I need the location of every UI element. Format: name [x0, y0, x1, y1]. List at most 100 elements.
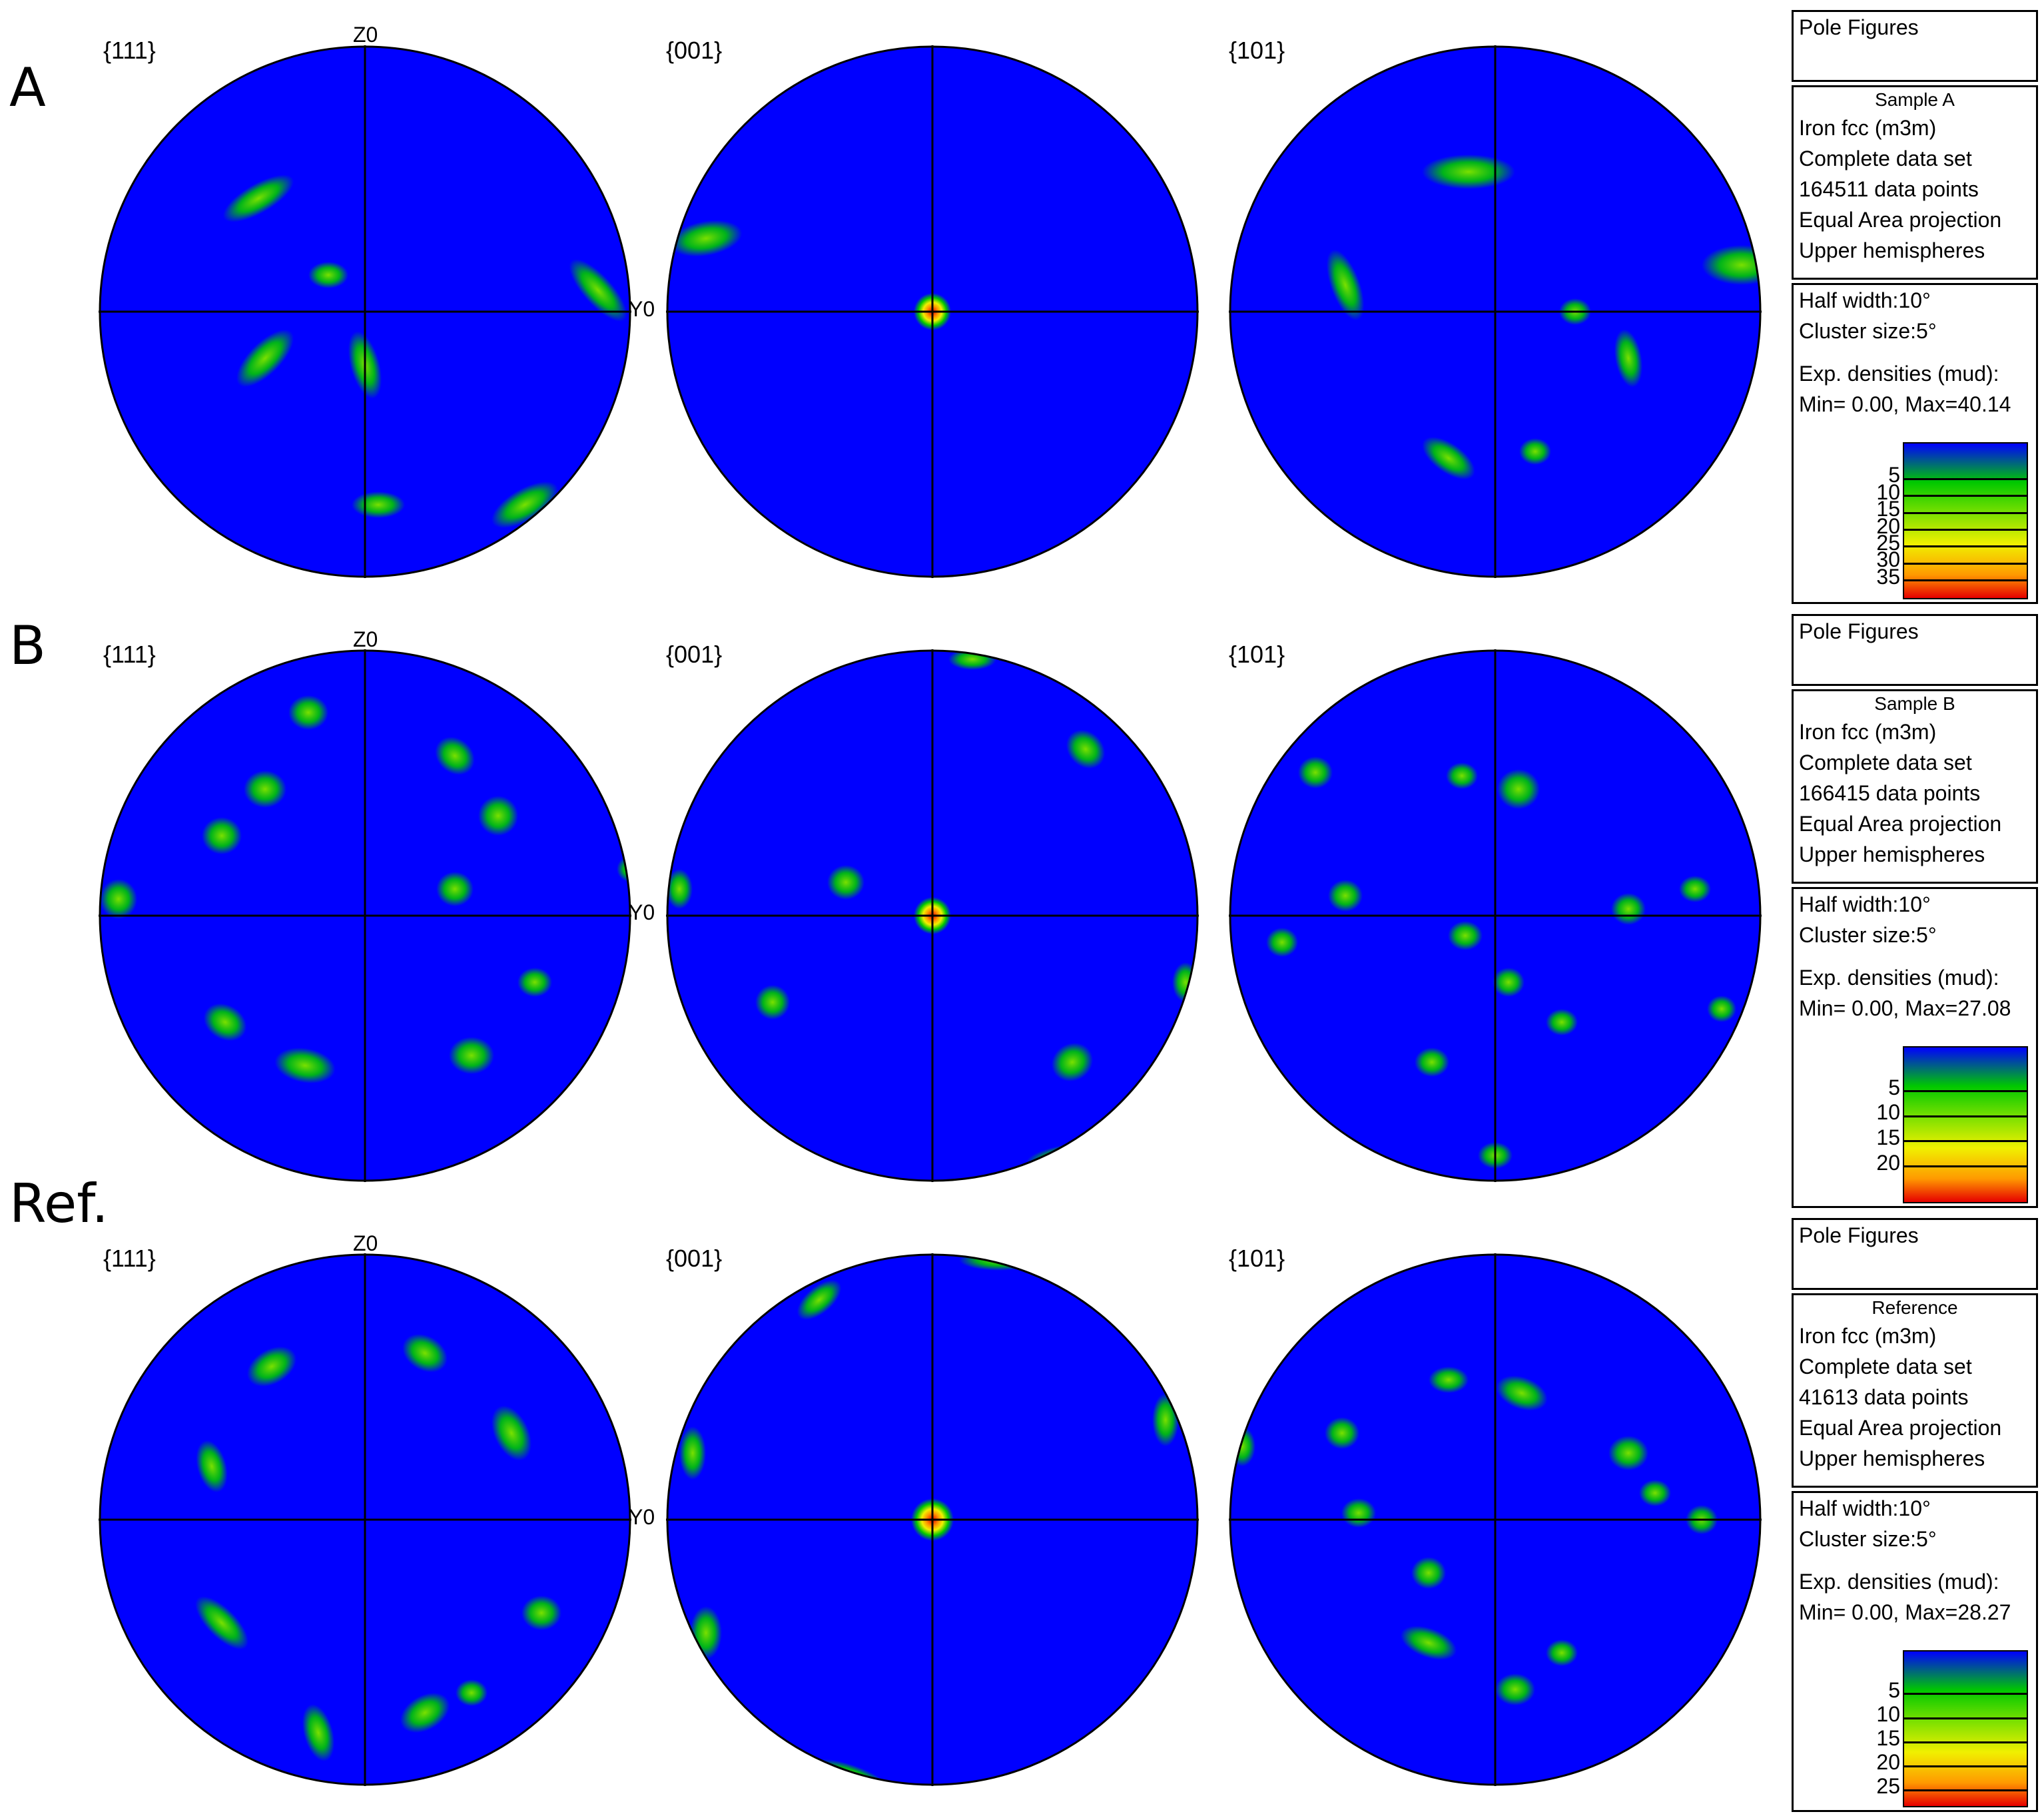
dataset: Complete data set: [1799, 147, 1972, 170]
pole-figure-svg: [99, 649, 631, 1182]
density-spot: [1611, 893, 1646, 925]
color-legend: 5 10 15 20 25 30 35: [1876, 442, 2028, 599]
hemisphere: Upper hemispheres: [1799, 842, 1985, 866]
projection-rim: [1229, 45, 1762, 578]
color-legend: 5 10 15 20 25: [1876, 1650, 2028, 1807]
density-spot: [244, 770, 286, 808]
density-spot: [1326, 249, 1365, 321]
projection: Equal Area projection: [1799, 812, 2002, 836]
legend-tick-line: [1904, 545, 2027, 548]
projection-rim: [1229, 1253, 1762, 1786]
family-label: {101}: [1229, 1245, 1285, 1272]
density-spot: [247, 1346, 296, 1387]
density-spot: [449, 1037, 494, 1074]
pole-figure-svg: [666, 649, 1199, 1182]
pole-figures-title-box: Pole Figures: [1792, 614, 2038, 686]
density-spot: [1328, 880, 1363, 912]
legend-tick-line: [1904, 529, 2027, 531]
dataset: Complete data set: [1799, 751, 1972, 774]
density-spot: [1448, 921, 1483, 950]
density-spot: [491, 1405, 532, 1461]
density-spot: [196, 1440, 228, 1493]
pole-figure-svg: [1229, 45, 1762, 578]
density-spot: [1702, 245, 1760, 285]
densities-label: Exp. densities (mud):: [1799, 362, 1999, 386]
density-spot: [1446, 762, 1478, 789]
axis-y-label: Y0: [629, 297, 655, 321]
min-max: Min= 0.00, Max=28.27: [1799, 1600, 2011, 1624]
density-spot: [492, 481, 558, 528]
data-points: 166415 data points: [1799, 781, 1981, 805]
legend-tick-label: 25: [1876, 530, 1900, 555]
density-spot: [288, 695, 328, 730]
pole-figure-b-001: [666, 649, 1199, 1182]
density-spot: [1608, 1436, 1648, 1470]
density-spot: [1614, 329, 1643, 388]
pole-figure-b-101: [1229, 649, 1762, 1182]
legend-tick-line: [1904, 562, 2027, 565]
density-spot: [1066, 729, 1106, 769]
cluster-size: Cluster size:5°: [1799, 923, 1937, 947]
legend-tick-line: [1904, 477, 2027, 480]
pole-figure-svg: [666, 45, 1199, 578]
legend-tick-line: [1904, 1115, 2027, 1117]
sample-name: Reference: [1872, 1297, 1958, 1318]
density-spot: [1495, 1673, 1535, 1705]
axis-y-label: Y0: [629, 900, 655, 924]
legend-tick-label: 5: [1888, 463, 1900, 487]
density-spot: [521, 1596, 561, 1630]
pole-figure-ref-001: [666, 1253, 1199, 1786]
half-width: Half width:10°: [1799, 1496, 1931, 1520]
density-box: Half width:10° Cluster size:5° Exp. dens…: [1792, 283, 2038, 604]
density-spot: [202, 817, 242, 854]
density-spot: [667, 869, 693, 909]
row-label-b: B: [9, 615, 46, 677]
density-spot: [274, 1048, 336, 1083]
pole-figure-a-001: [666, 45, 1199, 578]
density-spot: [308, 262, 348, 288]
projection-rim: [99, 649, 631, 1182]
legend-tick-line: [1904, 1789, 2027, 1791]
family-label: {111}: [103, 1245, 156, 1272]
pole-figures-title-box: Pole Figures: [1792, 10, 2038, 82]
density-spot: [1493, 968, 1525, 997]
dataset: Complete data set: [1799, 1355, 1972, 1378]
legend-tick-line: [1904, 1741, 2027, 1743]
density-spot: [1497, 769, 1540, 809]
family-label: {111}: [103, 37, 156, 64]
pole-figure-a-111: [99, 45, 631, 578]
density-spot: [100, 879, 137, 919]
legend-tick-line: [1904, 1165, 2027, 1168]
density-spot: [1400, 1626, 1457, 1660]
density-spot: [1639, 1480, 1671, 1506]
phase: Iron fcc (m3m): [1799, 116, 1937, 140]
data-points: 41613 data points: [1799, 1385, 1969, 1409]
family-label: {111}: [103, 641, 156, 668]
cluster-size: Cluster size:5°: [1799, 1527, 1937, 1551]
pole-figures-title: Pole Figures: [1799, 15, 1919, 39]
density-spot: [302, 1704, 335, 1761]
density-spot: [1707, 996, 1736, 1022]
density-spot: [613, 432, 630, 458]
pole-figure-svg: [99, 1253, 631, 1786]
pole-figures-title-box: Pole Figures: [1792, 1218, 2038, 1290]
sample-info-box: Sample A Iron fcc (m3m) Complete data se…: [1792, 85, 2038, 280]
legend-tick-line: [1904, 495, 2027, 497]
legend-tick-line: [1904, 1765, 2027, 1767]
projection-rim: [99, 1253, 631, 1786]
sample-name: Sample B: [1874, 693, 1955, 714]
density-box: Half width:10° Cluster size:5° Exp. dens…: [1792, 887, 2038, 1208]
legend-tick-label: 15: [1876, 497, 1900, 521]
density-spot: [456, 1679, 488, 1706]
density-spot: [352, 491, 405, 518]
density-spot: [1131, 546, 1174, 577]
density-spot: [569, 259, 627, 322]
density-spot: [1152, 1393, 1179, 1446]
pole-figure-svg: [99, 45, 631, 578]
legend-tick-label: 15: [1876, 1125, 1900, 1149]
density-spot: [517, 968, 552, 997]
density-spot: [1051, 1042, 1094, 1082]
legend-tick-label: 20: [1876, 1750, 1900, 1775]
legend-tick-label: 10: [1876, 1702, 1900, 1727]
hemisphere: Upper hemispheres: [1799, 238, 1985, 262]
